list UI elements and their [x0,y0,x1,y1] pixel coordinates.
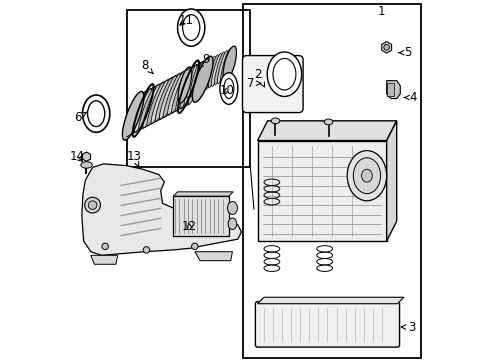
Ellipse shape [215,52,224,85]
Polygon shape [258,121,397,140]
Bar [258,140,387,241]
Text: 14: 14 [70,150,85,163]
Ellipse shape [228,218,237,229]
Ellipse shape [193,56,213,102]
Text: 4: 4 [404,91,417,104]
Ellipse shape [135,89,152,132]
Ellipse shape [218,50,228,84]
Ellipse shape [353,158,381,194]
Text: 2: 2 [254,68,265,87]
Ellipse shape [184,66,194,99]
Ellipse shape [88,101,105,127]
Text: 10: 10 [220,84,235,97]
Ellipse shape [205,56,216,89]
Polygon shape [82,152,91,161]
Ellipse shape [192,243,198,249]
Ellipse shape [196,60,206,94]
Ellipse shape [347,150,387,201]
Bar [126,10,250,167]
Ellipse shape [143,84,160,128]
Ellipse shape [199,59,209,92]
Polygon shape [195,252,232,261]
Ellipse shape [220,73,238,104]
Ellipse shape [159,76,176,120]
Polygon shape [91,255,118,264]
FancyBboxPatch shape [255,302,399,347]
Text: 3: 3 [401,320,416,333]
Polygon shape [387,121,397,241]
Bar [388,83,394,96]
Ellipse shape [273,58,296,90]
Text: 6: 6 [74,111,87,124]
Ellipse shape [384,44,390,50]
Ellipse shape [88,201,97,210]
Text: 8: 8 [141,59,153,74]
Polygon shape [382,41,392,53]
Ellipse shape [177,9,205,46]
Ellipse shape [267,52,302,96]
Ellipse shape [180,65,197,109]
Text: 7: 7 [246,77,261,90]
Ellipse shape [81,162,92,168]
Ellipse shape [181,68,191,101]
Ellipse shape [271,118,280,124]
Polygon shape [387,81,400,99]
Ellipse shape [224,78,234,99]
Ellipse shape [183,15,200,41]
Ellipse shape [220,49,231,82]
Polygon shape [82,164,242,255]
Ellipse shape [164,73,180,117]
Ellipse shape [122,91,144,140]
Ellipse shape [172,69,189,113]
Ellipse shape [178,67,192,103]
Ellipse shape [223,46,237,81]
Text: 13: 13 [126,150,141,166]
Ellipse shape [168,71,185,115]
Ellipse shape [130,91,147,135]
Bar [173,196,229,235]
Ellipse shape [102,243,108,249]
Polygon shape [258,297,404,304]
Ellipse shape [184,63,201,107]
Ellipse shape [202,58,213,91]
Ellipse shape [151,80,168,124]
Ellipse shape [155,78,172,122]
Ellipse shape [176,67,193,111]
Ellipse shape [126,93,144,137]
Ellipse shape [324,119,333,125]
Ellipse shape [227,202,238,215]
Text: 1: 1 [377,5,385,18]
Text: 9: 9 [199,53,209,68]
Text: 5: 5 [399,46,412,59]
Ellipse shape [211,53,221,86]
Ellipse shape [147,82,164,126]
Ellipse shape [208,55,219,88]
Text: 12: 12 [182,220,197,233]
Ellipse shape [85,197,100,213]
Ellipse shape [188,60,205,104]
Ellipse shape [193,62,203,95]
Bar [243,4,421,357]
Ellipse shape [82,95,110,132]
Ellipse shape [190,63,200,96]
Ellipse shape [143,247,149,253]
FancyBboxPatch shape [243,55,303,113]
Ellipse shape [139,86,156,130]
Polygon shape [173,192,233,196]
Ellipse shape [362,169,372,182]
Text: 11: 11 [178,14,194,27]
Ellipse shape [187,65,197,98]
